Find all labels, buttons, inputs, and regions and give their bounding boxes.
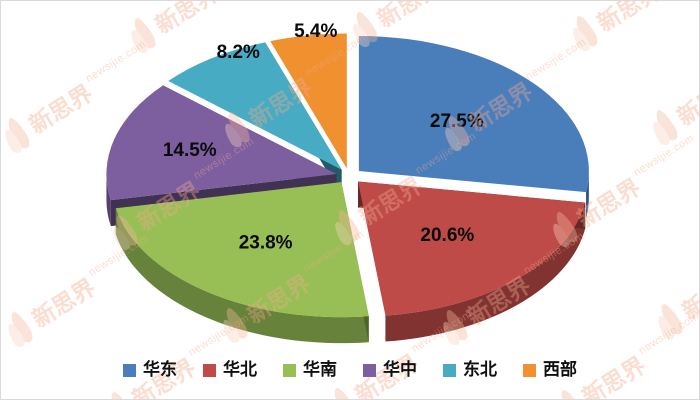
pie-slice-side [106, 174, 111, 227]
pie-slice-side [115, 208, 369, 344]
pie-slice-labels-group: 27.5% 20.6% 23.8% 14.5% 8.2% 5.4% [163, 21, 484, 253]
legend-item-label: 华北 [223, 360, 257, 380]
legend-item[interactable]: 华南 [283, 362, 337, 379]
legend-swatch [203, 364, 216, 377]
legend-item[interactable]: 东北 [443, 362, 497, 379]
pie-slice[interactable] [358, 181, 586, 316]
legend-item[interactable]: 华中 [363, 362, 417, 379]
legend-item[interactable]: 西部 [523, 362, 577, 379]
pie-slice[interactable] [168, 42, 342, 170]
pie-slice[interactable] [115, 182, 369, 318]
pie-slice-label: 14.5% [163, 140, 217, 161]
pie-slice-side [586, 171, 589, 219]
legend-swatch [123, 364, 136, 377]
legend-item[interactable]: 华北 [203, 362, 257, 379]
legend-swatch [283, 364, 296, 377]
legend-swatch [363, 364, 376, 377]
pie-slice[interactable] [270, 33, 347, 169]
legend-item-label: 东北 [463, 360, 497, 380]
legend-item-label: 华南 [303, 360, 337, 380]
legend-swatch [443, 364, 456, 377]
pie-slice[interactable] [106, 85, 337, 201]
pie-slice-label: 8.2% [217, 42, 260, 63]
pie-slice-label: 5.4% [294, 21, 337, 42]
legend-item-label: 西部 [543, 360, 577, 380]
pie-slice-label: 23.8% [239, 232, 293, 253]
legend-item-label: 华中 [383, 360, 417, 380]
pie-slice-side [385, 202, 586, 342]
pie-slices-group [106, 33, 589, 344]
legend-item[interactable]: 华东 [123, 362, 177, 379]
pie-slice-label: 27.5% [430, 111, 484, 132]
legend-swatch [523, 364, 536, 377]
chart-legend: 华东 华北 华南 华中 东北 西部 [1, 362, 699, 379]
legend-item-label: 华东 [143, 360, 177, 380]
pie-slice[interactable] [358, 36, 589, 193]
pie-slice-label: 20.6% [420, 225, 474, 246]
